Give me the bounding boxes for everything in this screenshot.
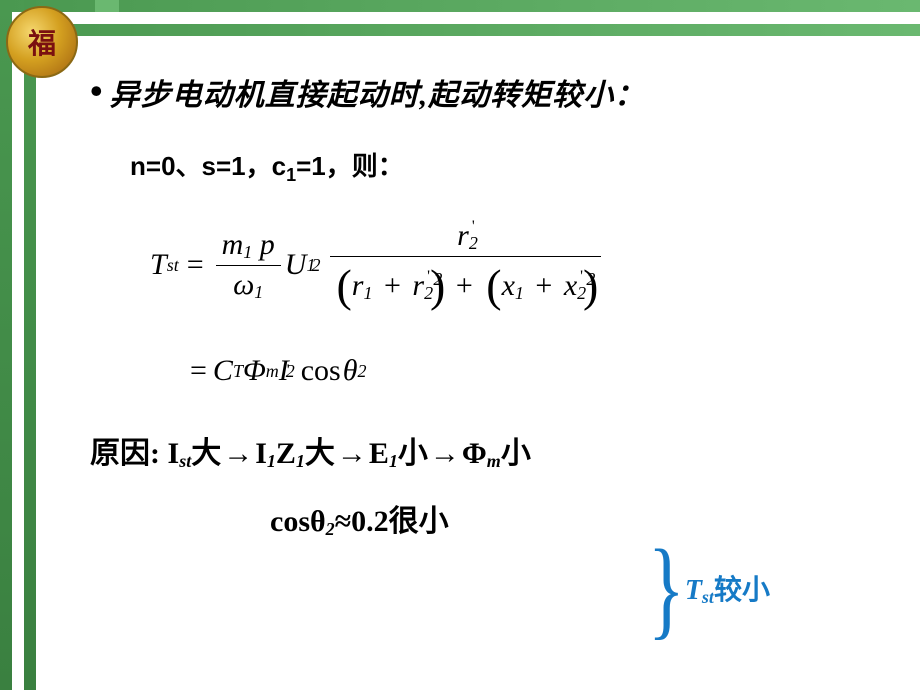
- frame-bar-left1: [0, 0, 12, 690]
- title-text: 异步电动机直接起动时,起动转矩较小：: [110, 79, 646, 112]
- reason-block: 原因: Ist大→I1Z1大→E1小→Φm小 cosθ2≈0.2很小: [90, 428, 900, 540]
- formula-row-2: = CT Φm I'2 cos θ2: [190, 354, 900, 388]
- frame-bar-left2: [24, 0, 36, 690]
- title-line: •异步电动机直接起动时,起动转矩较小：: [90, 70, 900, 114]
- formula-block: Tst = m1 p ω1 U12 r2' (r1 +: [150, 216, 900, 388]
- f1-T-sub: st: [167, 255, 179, 276]
- university-logo: 福: [6, 6, 78, 78]
- frame-bar-top2: [0, 24, 920, 36]
- f1-frac1-den: ω1: [227, 266, 269, 305]
- cond-c: c: [272, 151, 286, 181]
- cond-c-eq: =1，则：: [296, 151, 404, 181]
- f1-eq: =: [187, 248, 204, 282]
- cond-s: s=1，: [202, 151, 272, 181]
- formula-row-1: Tst = m1 p ω1 U12 r2' (r1 +: [150, 216, 900, 314]
- conditions-line: n=0、s=1，c1=1，则：: [130, 146, 900, 186]
- callout-text: Tst较小: [685, 568, 770, 608]
- frame-bar-top1: [0, 0, 920, 12]
- f1-frac2-num: r2': [451, 216, 481, 256]
- frame-spot: [95, 0, 119, 12]
- f1-frac1-num: m1 p: [216, 226, 281, 265]
- slide-content: •异步电动机直接起动时,起动转矩较小： n=0、s=1，c1=1，则： Tst …: [90, 70, 900, 540]
- reason-line1: 原因: Ist大→I1Z1大→E1小→Φm小: [90, 428, 900, 472]
- cond-c-sub: 1: [286, 165, 296, 185]
- f1-frac2: r2' (r1 + r2')2 + (x1 + x2')2: [330, 216, 601, 314]
- f1-frac1: m1 p ω1: [216, 226, 281, 305]
- f1-T: T: [150, 248, 167, 282]
- brace-icon: }: [648, 544, 685, 632]
- f1-frac2-den: (r1 + r2')2 + (x1 + x2')2: [330, 257, 601, 314]
- reason-line2: cosθ2≈0.2很小: [270, 496, 900, 540]
- bullet-icon: •: [90, 71, 104, 111]
- logo-char: 福: [28, 22, 56, 62]
- f1-U: U: [285, 248, 307, 282]
- cond-n: n=0、: [130, 151, 202, 181]
- callout-brace: } Tst较小: [640, 544, 770, 632]
